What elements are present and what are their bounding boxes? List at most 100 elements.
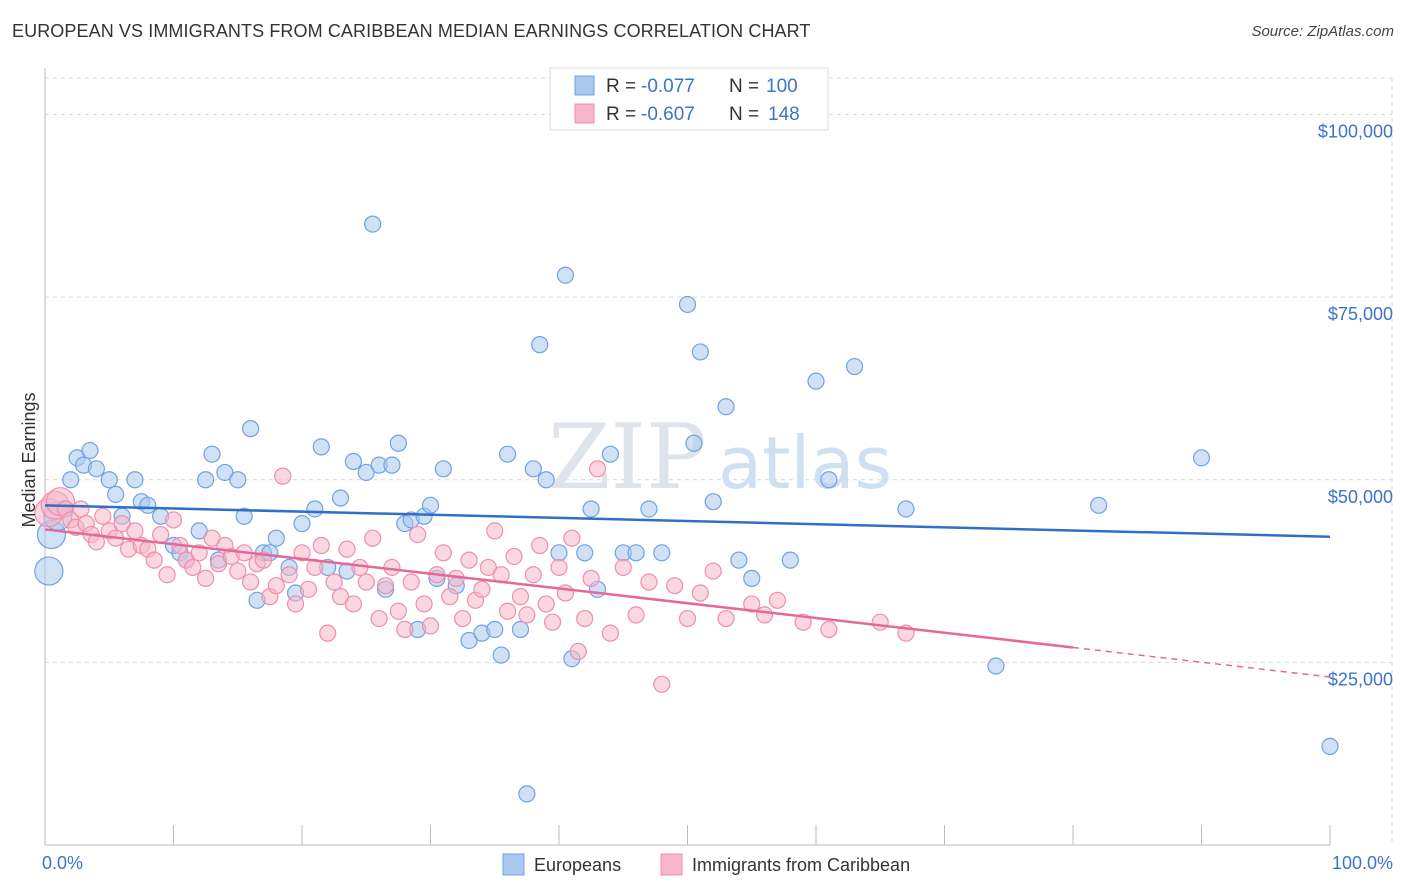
legend-n-value-europeans: 100: [766, 76, 798, 97]
europeans-point: [627, 544, 645, 562]
europeans-point: [524, 460, 542, 478]
caribbean-point: [441, 588, 459, 606]
europeans-point: [1192, 449, 1211, 467]
europeans-point: [640, 500, 658, 518]
caribbean-point: [158, 566, 176, 584]
caribbean-point: [582, 569, 600, 587]
europeans-point: [601, 445, 620, 463]
legend-box: R = -0.077 N = 100 R = -0.607 N = 148: [549, 67, 829, 131]
europeans-point: [537, 471, 555, 489]
caribbean-point: [126, 522, 144, 540]
europeans-point: [845, 357, 864, 376]
legend-r-label-europeans: R =: [606, 76, 636, 97]
y-tick-label-2: $75,000: [1328, 304, 1393, 324]
europeans-point: [550, 544, 568, 562]
caribbean-point: [479, 558, 497, 577]
trend-line-europeans: [44, 504, 1331, 538]
x-tick-label-max: 100.0%: [1332, 853, 1393, 873]
europeans-point: [421, 496, 440, 514]
caribbean-point: [486, 522, 504, 540]
caribbean-point: [601, 624, 620, 642]
europeans-point: [807, 372, 825, 390]
caribbean-point: [376, 577, 395, 595]
caribbean-point: [871, 613, 889, 631]
europeans-point: [1321, 737, 1339, 755]
y-tick-label-1: $50,000: [1328, 487, 1393, 507]
caribbean-point: [434, 544, 452, 562]
y-axis-label: Median Earnings: [19, 392, 39, 527]
caribbean-point: [820, 620, 838, 639]
watermark-zip: ZIP: [548, 405, 707, 510]
europeans-point: [383, 456, 401, 474]
caribbean-point: [280, 566, 298, 584]
europeans-point: [691, 343, 709, 361]
europeans-point: [190, 522, 208, 540]
europeans-point: [235, 507, 253, 525]
caribbean-point: [325, 573, 343, 591]
europeans-point: [139, 496, 157, 514]
trend-lines: [44, 504, 1331, 678]
europeans-point: [81, 441, 99, 460]
caribbean-point: [286, 595, 305, 613]
caribbean-point: [331, 588, 350, 606]
europeans-point: [331, 489, 350, 507]
caribbean-point: [691, 584, 709, 602]
europeans-point: [486, 620, 504, 639]
europeans-point: [34, 556, 64, 586]
caribbean-point: [184, 558, 202, 577]
legend-n-value-caribbean: 148: [768, 104, 800, 125]
europeans-point: [576, 544, 594, 562]
bottom-legend-swatch-caribbean: [660, 853, 683, 876]
europeans-point: [344, 452, 362, 471]
y-tick-label-3: $100,000: [1318, 122, 1393, 142]
legend-swatch-europeans: [574, 75, 595, 96]
bottom-legend: Europeans Immigrants from Caribbean: [502, 853, 910, 876]
europeans-point: [434, 460, 452, 478]
caribbean-point: [87, 533, 106, 551]
caribbean-point: [370, 609, 388, 628]
caribbean-point: [94, 507, 112, 525]
caribbean-point: [344, 595, 362, 613]
europeans-point: [242, 420, 260, 438]
caribbean-point: [717, 609, 735, 628]
europeans-point: [704, 493, 722, 511]
europeans-point: [216, 463, 234, 482]
europeans-point: [518, 785, 536, 803]
europeans-point: [499, 445, 517, 463]
caribbean-point: [357, 573, 375, 591]
europeans-point: [820, 471, 838, 489]
caribbean-point: [242, 573, 260, 591]
caribbean-point: [627, 606, 645, 624]
europeans-point: [987, 657, 1005, 675]
europeans-point: [492, 646, 510, 664]
caribbean-point: [415, 595, 433, 613]
europeans-point: [293, 514, 311, 533]
caribbean-point: [364, 529, 382, 547]
caribbean-point: [743, 595, 761, 613]
caribbean-point: [518, 606, 536, 624]
caribbean-point: [402, 573, 420, 591]
europeans-point: [582, 500, 600, 518]
caribbean-point: [164, 511, 183, 529]
x-axis-ticks: 0.0% 100.0%: [42, 825, 1393, 873]
caribbean-point: [267, 577, 285, 595]
caribbean-point: [653, 675, 671, 693]
source-label: Source: ZipAtlas.com: [1251, 23, 1394, 40]
europeans-point: [306, 500, 324, 518]
caribbean-point: [319, 624, 337, 642]
europeans-point: [312, 438, 330, 456]
caribbean-point: [755, 606, 774, 624]
europeans-point: [781, 551, 799, 569]
europeans-point: [653, 544, 671, 562]
caribbean-point: [203, 529, 221, 547]
legend-r-label-caribbean: R =: [606, 104, 636, 125]
europeans-point: [389, 434, 407, 452]
europeans-point: [556, 266, 575, 284]
bottom-legend-swatch-europeans: [502, 853, 525, 876]
caribbean-point: [678, 609, 697, 628]
caribbean-point: [505, 547, 523, 566]
europeans-point: [1090, 496, 1108, 514]
y-tick-label-0: $25,000: [1328, 669, 1393, 689]
europeans-point: [357, 463, 375, 482]
